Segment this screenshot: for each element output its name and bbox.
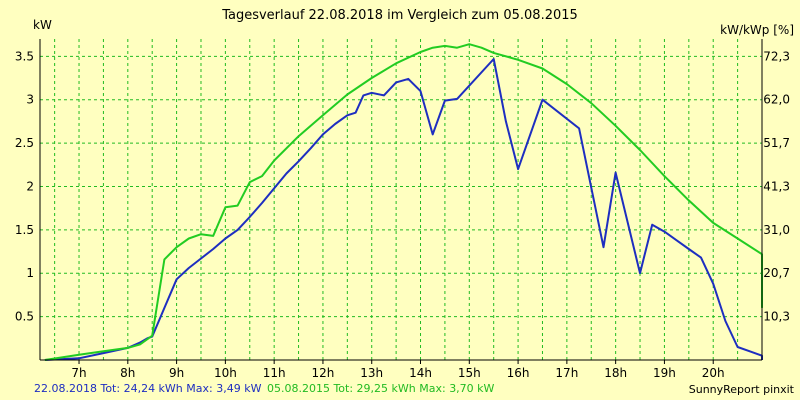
grid [40, 39, 762, 360]
y-tick-label-left: 2.5 [15, 136, 34, 150]
x-tick-label: 15h [458, 366, 481, 380]
y-tick-label-right: 20,7 [763, 266, 790, 280]
x-tick-label: 7h [71, 366, 86, 380]
y-axis-right-label: kW/kWp [%] [720, 23, 794, 37]
legend: 22.08.2018 Tot: 24,24 kWh Max: 3,49 kW 0… [34, 382, 494, 396]
series-group [44, 43, 763, 361]
x-tick-label: 8h [120, 366, 135, 380]
x-tick-label: 9h [169, 366, 184, 380]
x-tick-label: 11h [263, 366, 286, 380]
x-tick-label: 17h [555, 366, 578, 380]
credit-text: SunnyReport pinxit [688, 383, 794, 396]
y-tick-label-left: 3.5 [15, 49, 34, 63]
y-tick-label-left: 3 [26, 93, 34, 107]
series-line-2015 [44, 43, 763, 361]
y-tick-label-left: 1 [26, 266, 34, 280]
x-tick-label: 12h [312, 366, 335, 380]
y-tick-label-right: 10,3 [763, 310, 790, 324]
x-tick-label: 10h [214, 366, 237, 380]
tick-labels: 7h 8h 9h 10h 11h 12h 13h 14h 15h 16h 17h 18h 19h 20h 0… [15, 49, 790, 380]
y-axis-left-label: kW [33, 18, 52, 32]
y-tick-label-left: 2 [26, 179, 34, 193]
series-line-2018 [44, 58, 763, 361]
y-tick-label-right: 41,3 [763, 179, 790, 193]
y-tick-label-right: 62,0 [763, 93, 790, 107]
x-tick-label: 19h [653, 366, 676, 380]
y-tick-label-left: 0.5 [15, 310, 34, 324]
x-tick-label: 18h [604, 366, 627, 380]
legend-item-2018: 22.08.2018 Tot: 24,24 kWh Max: 3,49 kW [34, 382, 262, 395]
legend-item-2015: 05.08.2015 Tot: 29,25 kWh Max: 3,70 kW [266, 382, 495, 395]
x-tick-label: 20h [702, 366, 725, 380]
axes-frame [39, 39, 763, 364]
x-tick-label: 13h [360, 366, 383, 380]
y-tick-label-left: 1.5 [15, 223, 34, 237]
y-tick-label-right: 72,3 [763, 49, 790, 63]
y-tick-label-right: 31,0 [763, 223, 790, 237]
chart-title: Tagesverlauf 22.08.2018 im Vergleich zum… [222, 8, 578, 23]
x-tick-label: 16h [507, 366, 530, 380]
y-tick-label-right: 51,7 [763, 136, 790, 150]
x-tick-label: 14h [409, 366, 432, 380]
